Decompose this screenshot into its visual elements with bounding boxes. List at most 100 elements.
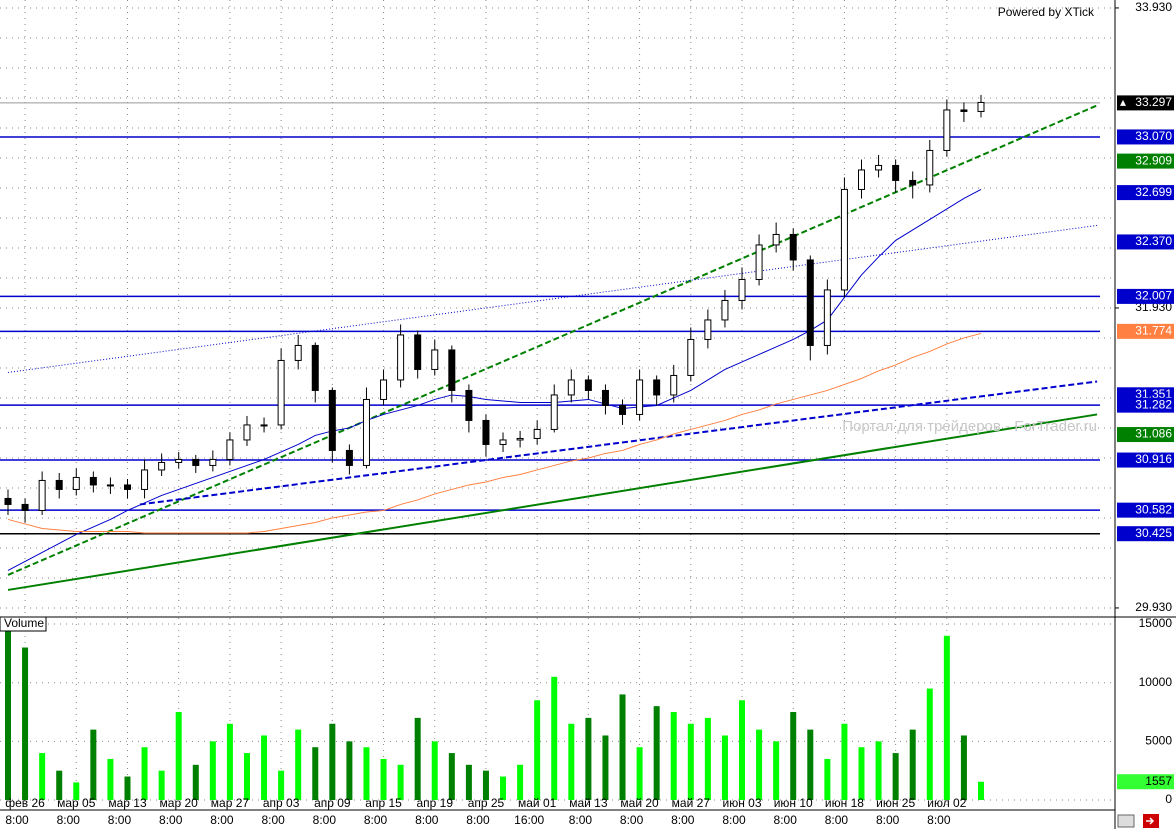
volume-bar (653, 706, 660, 800)
volume-bar (363, 747, 370, 800)
volume-bar (602, 735, 609, 800)
level-label: 30.425 (1135, 526, 1172, 540)
volume-tick-label: 15000 (1139, 616, 1173, 630)
y-tick-label: 29.930 (1135, 600, 1172, 614)
volume-bar (534, 700, 541, 800)
x-tick-label: июн 25 (876, 796, 915, 810)
candle-body (21, 503, 29, 511)
volume-bar (568, 723, 575, 800)
moving-average (7, 332, 982, 534)
x-time-label: 8:00 (927, 813, 951, 827)
candle-body (175, 458, 183, 463)
candle-body (158, 461, 166, 471)
volume-bar (687, 723, 694, 800)
volume-bar (261, 735, 268, 800)
candle-body (72, 476, 80, 490)
level-box (1117, 323, 1174, 339)
x-tick-label: май 27 (672, 796, 711, 810)
x-tick-label: июн 03 (723, 796, 762, 810)
volume-bar (977, 781, 984, 800)
volume-bar (721, 735, 728, 800)
volume-bar (107, 758, 114, 800)
candle-body (260, 424, 268, 427)
candle-body (550, 394, 558, 430)
level-label: 30.916 (1135, 452, 1172, 466)
trendline (7, 413, 1098, 591)
exit-arrow (1146, 817, 1155, 825)
volume-bar (500, 776, 507, 800)
volume-last-box (1117, 774, 1174, 790)
candle-body (89, 476, 97, 486)
x-time-label: 8:00 (313, 813, 337, 827)
level-label: 31.086 (1135, 427, 1172, 441)
candle-body (977, 101, 985, 112)
level-label: 33.297 (1135, 95, 1172, 109)
volume-bar (380, 758, 387, 800)
candle-body (823, 289, 831, 346)
x-tick-label: мар 20 (160, 796, 199, 810)
volume-bar (892, 753, 899, 800)
candle-body (789, 233, 797, 261)
volume-bar (346, 741, 353, 800)
volume-tick-label: 5000 (1145, 734, 1172, 748)
level-label: 32.007 (1135, 289, 1172, 303)
candle-body (226, 439, 234, 460)
level-label: 31.282 (1135, 397, 1172, 411)
volume-bar (243, 753, 250, 800)
x-tick-label: апр 19 (416, 796, 453, 810)
level-label: 31.774 (1135, 324, 1172, 338)
candle-body (345, 449, 353, 466)
x-time-label: 8:00 (261, 813, 285, 827)
level-box (1117, 129, 1174, 145)
volume-bar (465, 764, 472, 800)
volume-bar (5, 629, 11, 800)
level-label: 32.909 (1135, 153, 1172, 167)
level-box (1117, 95, 1174, 111)
volume-bar (960, 735, 967, 800)
x-tick-label: май 01 (518, 796, 557, 810)
level-box (1117, 288, 1174, 304)
level-box (1117, 397, 1174, 413)
volume-bar (824, 758, 831, 800)
level-box (1117, 153, 1174, 169)
x-time-label: 8:00 (210, 813, 234, 827)
candle-body (636, 379, 644, 415)
moving-average (7, 189, 982, 571)
candle-body (465, 389, 473, 421)
volume-bar (192, 764, 199, 800)
volume-bar (414, 717, 421, 800)
volume-bar (226, 723, 233, 800)
volume-bar (926, 688, 933, 800)
level-label: 30.582 (1135, 502, 1172, 516)
candle-body (567, 379, 575, 396)
volume-bar (773, 741, 780, 800)
x-tick-label: апр 09 (314, 796, 351, 810)
volume-tick-label: 10000 (1139, 675, 1173, 689)
candle-body (38, 479, 46, 511)
x-tick-label: мар 05 (57, 796, 96, 810)
candle-body (943, 109, 951, 151)
candle-body (960, 109, 968, 112)
volume-bar (858, 747, 865, 800)
volume-bar (175, 712, 182, 800)
level-box (1117, 427, 1174, 443)
volume-bar (158, 770, 165, 800)
candle-body (601, 389, 609, 406)
x-tick-label: июн 10 (774, 796, 813, 810)
x-time-label: 8:00 (57, 813, 81, 827)
candle-body (123, 484, 131, 490)
volume-bar (909, 729, 916, 800)
x-time-label: 16:00 (514, 813, 544, 827)
x-time-label: 8:00 (364, 813, 388, 827)
candle-body (4, 497, 12, 505)
candle-body (294, 344, 302, 361)
candle-body (670, 374, 678, 396)
level-box (1117, 526, 1174, 542)
x-time-label: 8:00 (825, 813, 849, 827)
candle-body (209, 458, 217, 466)
candle-body (926, 149, 934, 186)
link-icon[interactable] (1117, 814, 1135, 828)
toolbar-icons[interactable] (1117, 814, 1159, 828)
